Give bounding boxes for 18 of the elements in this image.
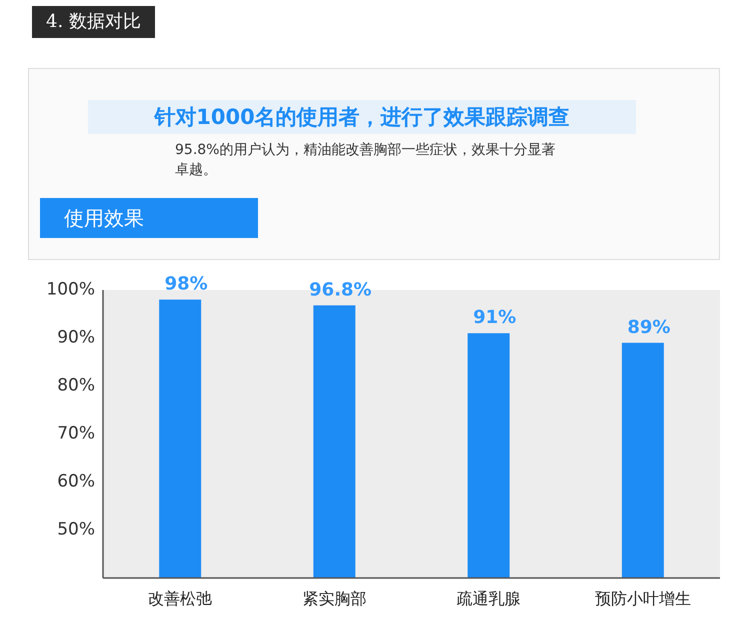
data-label: 89% — [627, 316, 670, 338]
annotation: 使用效果 — [40, 198, 258, 238]
x-tick-label: 紧实胸部 — [302, 589, 366, 608]
data-label: 98% — [164, 274, 208, 295]
chart-title: 针对1000名的使用者，进行了效果跟踪调查 — [88, 100, 636, 134]
data-label: 96.8% — [309, 279, 372, 300]
y-tick-label: 70% — [57, 424, 95, 444]
data-label: 91% — [473, 307, 516, 328]
y-tick-label: 50% — [57, 520, 95, 540]
y-tick-label: 60% — [57, 472, 95, 492]
y-tick-label: 100% — [46, 280, 95, 300]
y-tick-label: 90% — [57, 328, 95, 348]
y-tick-label: 80% — [57, 376, 95, 396]
x-tick-label: 预防小叶增生 — [594, 589, 691, 608]
x-tick-label: 改善松弛 — [148, 589, 212, 608]
x-tick-label: 疏通乳腺 — [456, 589, 521, 608]
annotation: 4. 数据对比 — [32, 6, 155, 38]
chart-subtitle: 95.8%的用户认为，精油能改善胸部一些症状，效果十分显著卓越。 — [175, 141, 556, 180]
